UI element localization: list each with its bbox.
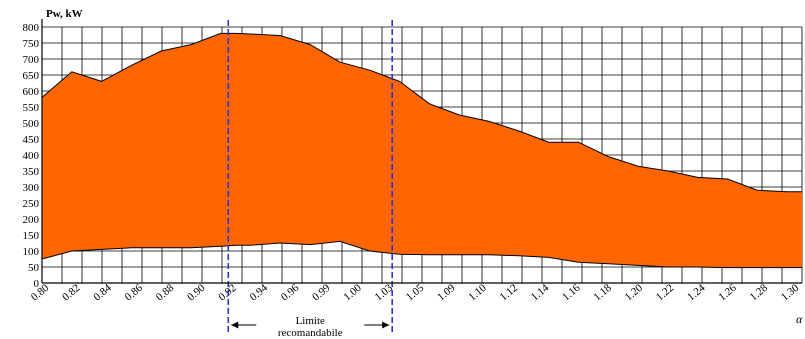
y-tick-label: 500 <box>23 118 40 130</box>
reference-lines <box>227 20 393 334</box>
y-tick-label: 350 <box>23 166 40 178</box>
y-tick-label: 550 <box>23 102 40 114</box>
y-tick-label: 600 <box>23 86 40 98</box>
y-tick-label: 200 <box>23 214 40 226</box>
y-tick-label: 300 <box>23 182 40 194</box>
y-axis-label: Pw, kW <box>46 8 83 20</box>
y-tick-label: 250 <box>23 198 40 210</box>
y-tick-label: 0 <box>34 278 40 290</box>
annotation-line-2: recomandabile <box>278 327 343 339</box>
arrow-left-icon <box>231 321 239 329</box>
series-area <box>41 32 802 269</box>
y-tick-label: 150 <box>23 230 40 242</box>
x-axis-label: α <box>796 312 803 326</box>
y-tick-label: 650 <box>23 70 40 82</box>
axes <box>41 19 802 284</box>
arrow-right-icon <box>382 321 390 329</box>
y-tick-label: 800 <box>23 22 40 34</box>
lower-boundary-line <box>41 240 802 269</box>
y-tick-label: 450 <box>23 134 40 146</box>
y-tick-label: 50 <box>28 262 40 274</box>
y-tick-label: 750 <box>23 38 40 50</box>
y-tick-label: 100 <box>23 246 40 258</box>
area-band <box>42 33 802 268</box>
y-tick-label: 700 <box>23 54 40 66</box>
upper-boundary-line <box>41 32 802 193</box>
annotation-line-1: Limite <box>296 315 325 327</box>
y-tick-label: 400 <box>23 150 40 162</box>
